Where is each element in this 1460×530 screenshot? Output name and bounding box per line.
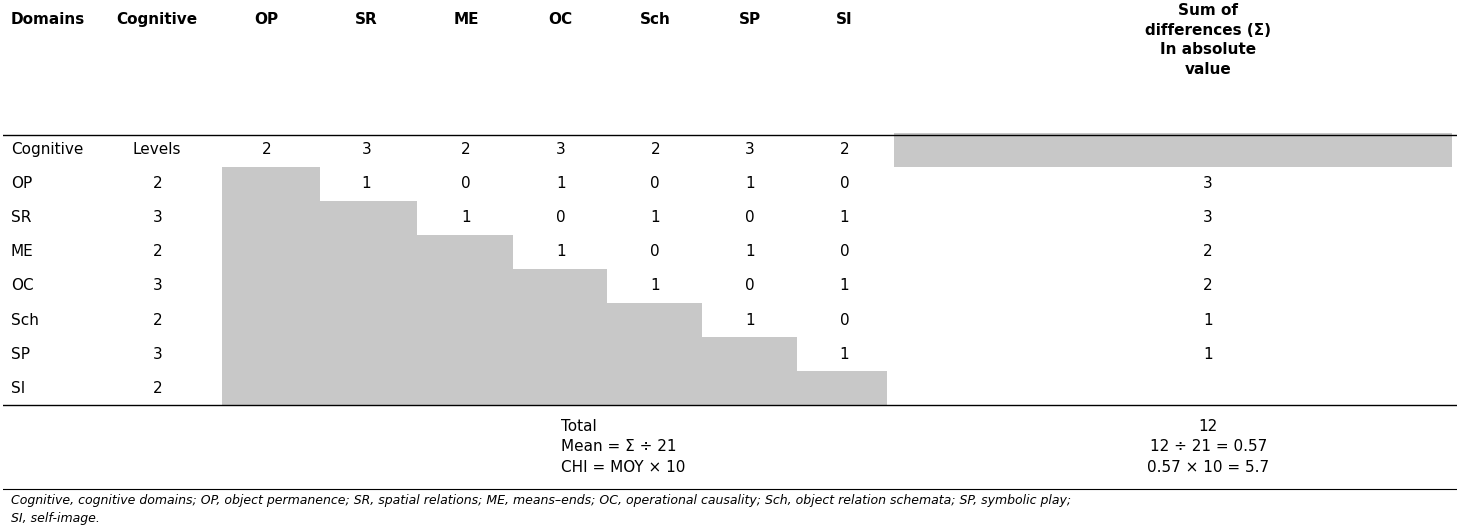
Text: Sch: Sch [639,12,670,27]
Text: 0: 0 [839,176,850,191]
Bar [222,337,797,371]
Bar [222,303,702,337]
Text: 0: 0 [745,210,755,225]
Text: 1: 1 [745,313,755,328]
Text: 0: 0 [461,176,470,191]
Text: 2: 2 [152,313,162,328]
Text: SI: SI [10,381,25,396]
Text: SP: SP [739,12,761,27]
Text: 12: 12 [1199,419,1218,434]
Text: 3: 3 [362,142,371,157]
Text: SI: SI [837,12,853,27]
Text: CHI = MOY × 10: CHI = MOY × 10 [561,460,685,475]
Text: 0: 0 [745,278,755,294]
Bar [222,201,418,235]
Text: 1: 1 [1203,313,1213,328]
Text: 0.57 × 10 = 5.7: 0.57 × 10 = 5.7 [1148,460,1269,475]
Text: 2: 2 [651,142,660,157]
Text: OC: OC [10,278,34,294]
Text: 3: 3 [1203,176,1213,191]
Text: 2: 2 [839,142,850,157]
Bar [222,235,512,269]
Text: 1: 1 [839,278,850,294]
Text: 2: 2 [152,176,162,191]
Bar [222,371,888,405]
Text: 0: 0 [651,176,660,191]
Text: 0: 0 [839,244,850,259]
Text: Cognitive: Cognitive [10,142,83,157]
Text: Sch: Sch [10,313,38,328]
Text: SP: SP [10,347,29,361]
Text: 1: 1 [839,347,850,361]
Text: 3: 3 [1203,210,1213,225]
Text: 1: 1 [839,210,850,225]
Text: 2: 2 [461,142,470,157]
Text: 0: 0 [556,210,565,225]
Bar [222,166,320,201]
Text: 1: 1 [651,210,660,225]
Text: 2: 2 [1203,278,1213,294]
Text: 1: 1 [745,244,755,259]
Text: Cognitive: Cognitive [117,12,197,27]
Text: 3: 3 [152,278,162,294]
Text: 1: 1 [362,176,371,191]
Text: SR: SR [355,12,378,27]
Text: 2: 2 [152,244,162,259]
Text: 3: 3 [745,142,755,157]
Text: 1: 1 [651,278,660,294]
Text: Cognitive, cognitive domains; OP, object permanence; SR, spatial relations; ME, : Cognitive, cognitive domains; OP, object… [10,494,1070,525]
Text: 3: 3 [152,347,162,361]
Text: 2: 2 [152,381,162,396]
Text: Total: Total [561,419,596,434]
Text: 12 ÷ 21 = 0.57: 12 ÷ 21 = 0.57 [1149,439,1267,454]
Text: OP: OP [10,176,32,191]
Text: 1: 1 [1203,347,1213,361]
Text: Levels: Levels [133,142,181,157]
Text: ME: ME [453,12,479,27]
Text: 1: 1 [745,176,755,191]
Bar [222,269,607,303]
Text: 1: 1 [556,244,565,259]
Text: OP: OP [254,12,279,27]
Text: Mean = Σ ÷ 21: Mean = Σ ÷ 21 [561,439,676,454]
Text: OC: OC [549,12,572,27]
Text: ME: ME [10,244,34,259]
Text: 0: 0 [839,313,850,328]
Text: SR: SR [10,210,31,225]
Text: 3: 3 [556,142,565,157]
Text: Domains: Domains [10,12,85,27]
Text: 2: 2 [261,142,272,157]
Text: 1: 1 [461,210,470,225]
Text: 1: 1 [556,176,565,191]
Bar [895,132,1453,166]
Text: 3: 3 [152,210,162,225]
Text: Sum of
differences (Σ)
In absolute
value: Sum of differences (Σ) In absolute value [1145,3,1272,77]
Text: 0: 0 [651,244,660,259]
Text: 2: 2 [1203,244,1213,259]
